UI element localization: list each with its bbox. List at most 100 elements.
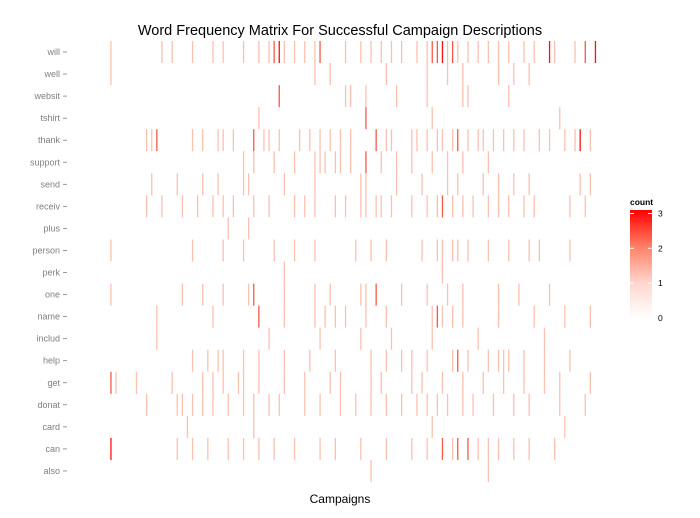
cell-thank-79 xyxy=(492,129,495,152)
cell-will-36 xyxy=(273,41,275,63)
cell-get-4 xyxy=(110,371,112,394)
cell-will-30 xyxy=(242,41,245,63)
cell-help-61 xyxy=(401,349,403,372)
cell-thank-32 xyxy=(253,129,255,152)
cell-will-53 xyxy=(360,41,362,63)
cell-help-55 xyxy=(370,349,372,372)
y-tick-label-support: support xyxy=(30,157,61,167)
cell-can-76 xyxy=(477,437,479,460)
cell-person-69 xyxy=(441,239,444,262)
cell-help-72 xyxy=(457,349,459,372)
cell-well-73 xyxy=(462,63,464,85)
cell-person-4 xyxy=(110,239,112,262)
legend: count 0 1 2 3 xyxy=(630,197,663,323)
cell-will-69 xyxy=(441,41,444,63)
cell-get-63 xyxy=(411,371,413,394)
cell-includ-59 xyxy=(390,327,393,350)
cell-receiv-59 xyxy=(390,195,393,218)
cell-thank-63 xyxy=(411,129,413,152)
cell-get-38 xyxy=(283,371,285,394)
cell-donat-66 xyxy=(426,393,428,416)
cell-person-74 xyxy=(467,239,469,262)
cell-help-63 xyxy=(411,349,413,372)
cell-send-70 xyxy=(446,173,449,196)
cell-person-65 xyxy=(421,239,423,262)
cell-name-33 xyxy=(258,305,260,328)
cell-get-30 xyxy=(242,371,245,394)
cell-support-48 xyxy=(334,151,336,174)
cell-help-80 xyxy=(497,349,500,372)
cell-help-74 xyxy=(467,349,469,372)
cell-receiv-32 xyxy=(253,195,255,218)
cell-one-61 xyxy=(401,283,403,306)
y-tick-label-thank: thank xyxy=(38,135,61,145)
cell-help-48 xyxy=(334,349,336,372)
cell-includ-13 xyxy=(156,327,158,350)
cell-can-58 xyxy=(385,437,387,460)
cell-tshirt-92 xyxy=(559,107,561,130)
cell-will-50 xyxy=(344,41,347,63)
cell-person-86 xyxy=(528,239,530,262)
cell-can-74 xyxy=(467,437,469,460)
cell-donat-11 xyxy=(146,393,148,416)
cell-send-53 xyxy=(360,173,362,196)
cell-one-53 xyxy=(360,283,362,306)
cell-card-93 xyxy=(564,415,566,438)
cell-help-30 xyxy=(242,349,245,372)
cell-card-32 xyxy=(253,415,255,438)
cell-will-95 xyxy=(574,41,576,63)
cell-websit-60 xyxy=(395,85,398,108)
cell-can-23 xyxy=(207,437,209,460)
cell-thank-11 xyxy=(146,129,148,152)
cell-well-58 xyxy=(385,63,387,85)
cell-get-55 xyxy=(370,371,372,394)
cell-donat-70 xyxy=(446,393,449,416)
cell-person-36 xyxy=(273,239,275,262)
cell-donat-73 xyxy=(462,393,464,416)
cell-donat-61 xyxy=(401,393,403,416)
cell-one-32 xyxy=(253,283,255,306)
cell-receiv-85 xyxy=(523,195,525,218)
cell-receiv-82 xyxy=(508,195,510,218)
cell-person-26 xyxy=(222,239,224,262)
cell-donat-49 xyxy=(339,393,342,416)
cell-thank-83 xyxy=(513,129,515,152)
cell-donat-32 xyxy=(253,393,255,416)
legend-ticks: 0 1 2 3 xyxy=(630,208,663,323)
cell-will-38 xyxy=(283,41,285,63)
cell-will-57 xyxy=(380,41,382,63)
cell-name-80 xyxy=(497,305,500,328)
cell-includ-53 xyxy=(360,327,362,350)
cell-will-68 xyxy=(436,41,438,63)
cell-name-50 xyxy=(344,305,347,328)
cell-support-46 xyxy=(324,151,326,174)
legend-title: count xyxy=(630,197,653,207)
cell-name-44 xyxy=(314,305,316,328)
y-tick-label-card: card xyxy=(42,422,60,432)
cell-card-67 xyxy=(431,415,433,438)
cell-receiv-53 xyxy=(360,195,362,218)
cell-support-49 xyxy=(339,151,342,174)
cell-will-42 xyxy=(304,41,306,63)
legend-colorbar xyxy=(630,210,652,318)
cell-donat-86 xyxy=(528,393,530,416)
cell-thank-95 xyxy=(574,129,576,152)
cell-thank-20 xyxy=(191,129,194,152)
cell-websit-74 xyxy=(467,85,469,108)
cell-one-70 xyxy=(446,283,449,306)
cell-receiv-14 xyxy=(161,195,163,218)
cell-donat-35 xyxy=(268,393,270,416)
cell-name-93 xyxy=(564,305,566,328)
heatmap-cells xyxy=(110,41,597,482)
cell-receiv-35 xyxy=(268,195,270,218)
cell-thank-47 xyxy=(329,129,331,152)
y-tick-label-person: person xyxy=(32,245,60,255)
cell-can-66 xyxy=(426,437,428,460)
cell-thank-85 xyxy=(523,129,525,152)
cell-well-66 xyxy=(426,63,428,85)
cell-will-40 xyxy=(293,41,296,63)
cell-receiv-71 xyxy=(452,195,454,218)
cell-donat-55 xyxy=(370,393,372,416)
cell-will-78 xyxy=(487,41,489,63)
